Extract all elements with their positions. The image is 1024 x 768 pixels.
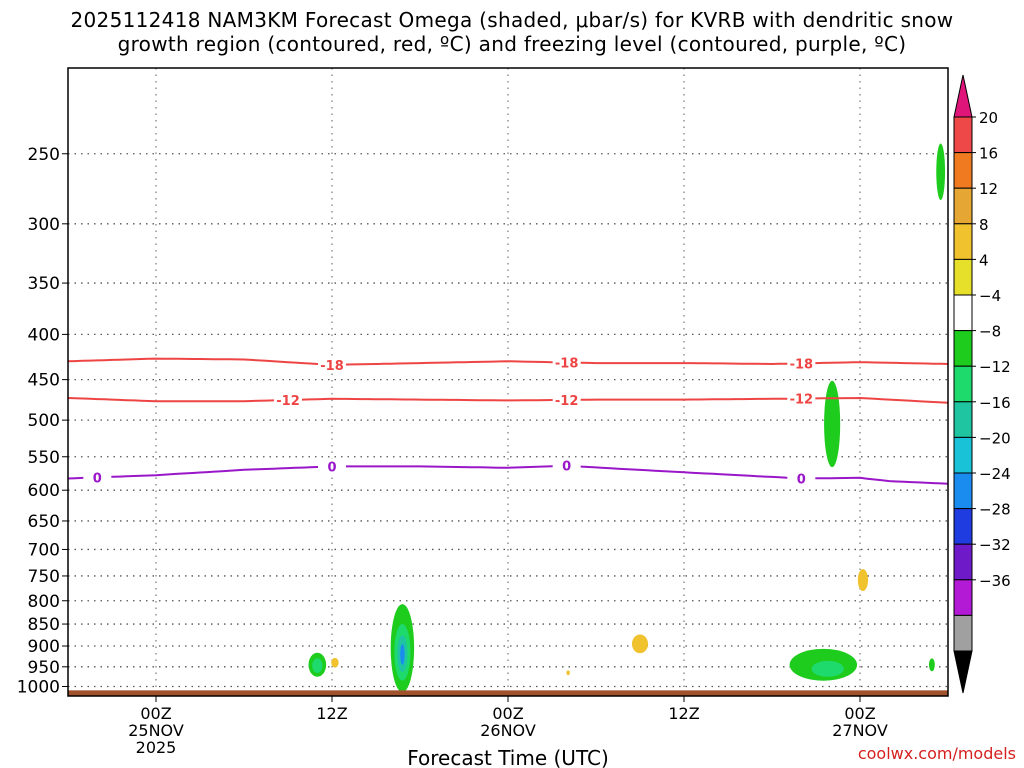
contour-label-bg-1-2	[787, 390, 816, 407]
contour-line-2	[67, 464, 949, 485]
x-tick-date-54: 27NOV	[832, 721, 888, 740]
contour-label-2-1: 0	[327, 460, 336, 475]
colorbar-label-4: 4	[979, 251, 989, 269]
chart-title-line2: growth region (contoured, red, ºC) and f…	[117, 32, 907, 56]
contour-label-2-0: 0	[93, 471, 102, 486]
x-tick-date-30: 26NOV	[480, 721, 536, 740]
colorbar-label-2: 12	[979, 180, 998, 198]
chart-title-line1: 2025112418 NAM3KM Forecast Omega (shaded…	[70, 8, 954, 32]
colorbar-swatch-8	[953, 401, 973, 438]
x-tick-date-6: 25NOV	[128, 721, 184, 740]
colorbar-label-12: −32	[979, 536, 1011, 554]
colorbar-swatch-12	[953, 543, 973, 581]
omega-cell-7	[566, 670, 570, 676]
terrain-ground	[68, 690, 948, 696]
omega-cell-2	[331, 657, 339, 668]
x-tick-label-18: 12Z	[316, 704, 347, 723]
y-tick-label-950: 950	[28, 658, 60, 678]
omega-cell-14	[936, 143, 946, 201]
colorbar-swatch-1	[953, 152, 973, 189]
colorbar-label-1: 16	[979, 145, 998, 163]
y-tick-label-450: 450	[28, 371, 60, 391]
contour-label-2-3: 0	[797, 472, 806, 487]
y-tick-label-650: 650	[28, 512, 60, 532]
y-tick-label-850: 850	[28, 615, 60, 635]
contour-label-bg-0-0	[318, 356, 346, 373]
contour-line-1	[67, 396, 949, 404]
contour-label-bg-2-0	[83, 469, 112, 486]
colorbar-label-0: 20	[979, 109, 998, 127]
source-credit: coolwx.com/models	[857, 744, 1016, 763]
colorbar-label-7: −12	[979, 358, 1011, 376]
x-tick-year-6: 2025	[136, 738, 177, 757]
contour-label-bg-2-1	[318, 458, 346, 475]
colorbar-label-5: −4	[979, 287, 1001, 305]
y-tick-label-900: 900	[28, 637, 60, 657]
x-tick-label-6: 00Z	[140, 704, 171, 723]
colorbar-swatch-0	[953, 116, 973, 154]
colorbar-label-11: −28	[979, 501, 1011, 519]
contour-label-bg-2-2	[552, 457, 581, 474]
contour-label-2-2: 0	[562, 460, 571, 475]
omega-cell-6	[400, 644, 405, 665]
colorbar-swatch-4	[953, 258, 973, 296]
colorbar-label-10: −24	[979, 465, 1011, 483]
y-tick-label-550: 550	[28, 448, 60, 468]
colorbar-swatch-14	[953, 614, 973, 652]
y-tick-label-350: 350	[28, 274, 60, 294]
contour-line-0	[67, 357, 949, 366]
y-tick-label-500: 500	[28, 411, 60, 431]
contour-label-1-2: -12	[790, 393, 814, 408]
colorbar-swatch-7	[953, 365, 973, 403]
contour-label-1-0: -12	[276, 394, 300, 409]
contour-label-bg-0-1	[552, 354, 581, 371]
y-tick-label-300: 300	[28, 215, 60, 235]
x-axis-label: Forecast Time (UTC)	[407, 746, 609, 768]
contour-label-bg-0-2	[787, 355, 816, 372]
y-tick-label-600: 600	[28, 481, 60, 501]
omega-cell-8	[631, 634, 649, 654]
x-tick-label-30: 00Z	[492, 704, 523, 723]
colorbar-swatch-3	[953, 223, 973, 260]
contour-label-0-2: -18	[790, 357, 814, 372]
omega-cell-1	[312, 658, 323, 673]
colorbar-label-9: −20	[979, 429, 1011, 447]
colorbar-swatch-13	[953, 579, 973, 616]
y-tick-label-700: 700	[28, 540, 60, 560]
y-tick-label-250: 250	[28, 145, 60, 165]
x-tick-label-54: 00Z	[844, 704, 875, 723]
colorbar-swatch-5	[953, 294, 973, 332]
contour-label-bg-1-0	[274, 392, 302, 409]
omega-cell-11	[811, 660, 844, 677]
colorbar-label-6: −8	[979, 323, 1001, 341]
contour-label-bg-2-3	[787, 470, 816, 487]
colorbar-swatch-6	[953, 330, 973, 367]
omega-cell-15	[928, 658, 935, 672]
colorbar-swatch-11	[953, 508, 973, 545]
colorbar-swatch-2	[953, 187, 973, 225]
colorbar-label-8: −16	[979, 394, 1011, 412]
y-tick-label-400: 400	[28, 325, 60, 345]
contour-label-0-0: -18	[320, 359, 344, 374]
omega-cell-13	[857, 569, 869, 592]
contour-label-bg-1-1	[552, 391, 581, 408]
colorbar-label-13: −36	[979, 572, 1011, 590]
contour-label-0-1: -18	[555, 356, 579, 371]
omega-cell-12	[824, 380, 841, 468]
colorbar-swatch-10	[953, 472, 973, 510]
y-tick-label-800: 800	[28, 592, 60, 612]
contour-label-1-1: -12	[555, 394, 579, 409]
colorbar-top-arrow	[953, 74, 973, 118]
colorbar-swatch-9	[953, 436, 973, 474]
y-tick-label-1000: 1000	[17, 678, 60, 698]
colorbar-bottom-arrow	[953, 650, 973, 694]
x-tick-label-42: 12Z	[668, 704, 699, 723]
y-tick-label-750: 750	[28, 567, 60, 587]
colorbar-label-3: 8	[979, 216, 989, 234]
